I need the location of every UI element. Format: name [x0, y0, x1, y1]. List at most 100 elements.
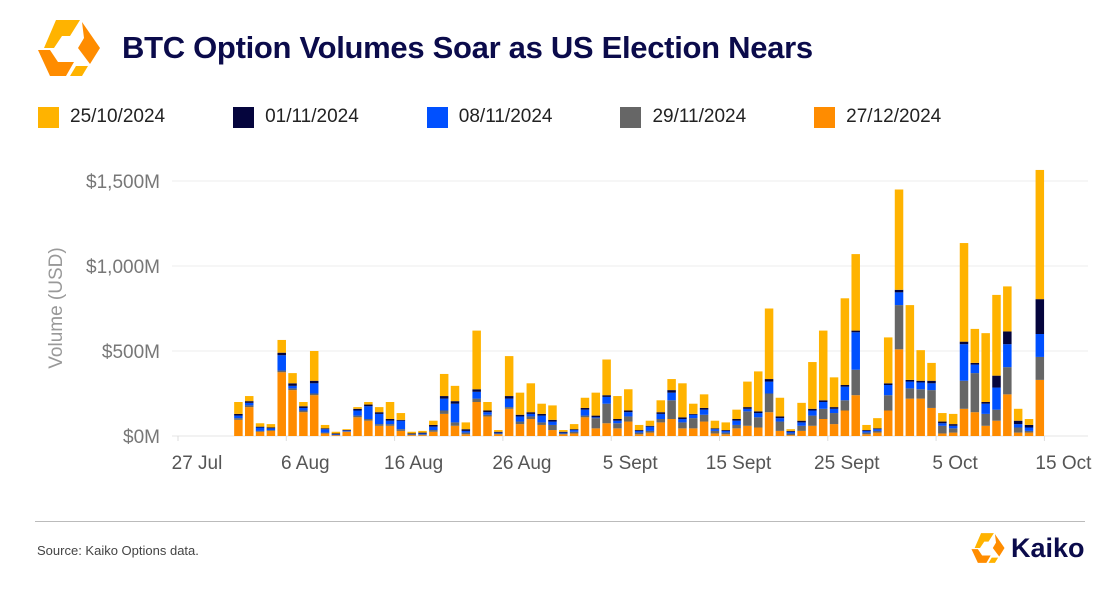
- bar-segment: [808, 415, 817, 426]
- bar-segment: [624, 421, 633, 436]
- bar-segment: [992, 294, 1001, 376]
- bar-segment: [862, 434, 871, 436]
- bar-segment: [244, 407, 254, 436]
- bar-segment: [948, 424, 958, 426]
- bar-segment: [559, 432, 568, 434]
- bar-segment: [732, 419, 741, 421]
- bar-segment: [396, 420, 406, 430]
- bar-segment: [1003, 286, 1012, 332]
- bar-segment: [461, 430, 471, 433]
- bar-segment: [894, 349, 904, 436]
- bar-segment: [721, 434, 730, 436]
- bar-segment: [266, 430, 276, 436]
- bar-segment: [613, 423, 622, 429]
- kaiko-logo-icon: [38, 20, 100, 76]
- bar-segment: [537, 403, 546, 414]
- bar-segment: [829, 377, 839, 408]
- bar-segment: [753, 413, 763, 418]
- bar-segment: [537, 413, 546, 416]
- bar-segment: [342, 430, 351, 431]
- bar-segment: [981, 413, 990, 426]
- bar-segment: [948, 413, 958, 425]
- bar-segment: [927, 383, 936, 391]
- bar-segment: [504, 407, 514, 409]
- bar-segment: [1035, 356, 1045, 380]
- bar-segment: [526, 413, 536, 417]
- bar-segment: [591, 428, 601, 436]
- bar-segment: [689, 403, 698, 414]
- bar-segment: [743, 411, 752, 426]
- bar-segment: [429, 430, 438, 432]
- bar-segment: [797, 402, 806, 421]
- bar-segment: [580, 397, 590, 408]
- bar-segment: [851, 395, 860, 436]
- bar-segment: [689, 418, 698, 429]
- legend-label: 01/11/2024: [265, 106, 359, 127]
- bar-segment: [244, 402, 254, 406]
- bar-segment: [353, 407, 362, 409]
- bar-segment: [483, 410, 492, 413]
- bar-segment: [288, 373, 297, 384]
- bar-segment: [580, 409, 590, 416]
- bar-segment: [255, 423, 265, 427]
- bar-segment: [515, 392, 525, 415]
- bar-segment: [277, 339, 286, 353]
- bar-segment: [472, 398, 481, 402]
- bar-segment: [461, 422, 471, 430]
- bar-segment: [1035, 169, 1045, 300]
- bar-segment: [851, 254, 860, 331]
- bar-segment: [818, 402, 828, 409]
- bar-segment: [602, 395, 611, 397]
- bar-segment: [667, 392, 676, 401]
- bar-segment: [786, 429, 795, 431]
- bar-segment: [743, 408, 752, 412]
- bar-segment: [851, 332, 860, 370]
- bar-segment: [385, 420, 395, 425]
- bar-segment: [894, 305, 904, 350]
- bar-segment: [992, 409, 1001, 421]
- bar-segment: [450, 385, 460, 402]
- bar-segment: [602, 423, 611, 436]
- bar-segment: [624, 410, 633, 413]
- bar-segment: [786, 431, 795, 434]
- bar-segment: [699, 407, 709, 410]
- bar-segment: [309, 383, 319, 394]
- bar-segment: [710, 429, 720, 431]
- source-note: Source: Kaiko Options data.: [37, 543, 199, 558]
- bar-segment: [418, 433, 427, 435]
- bar-segment: [970, 328, 980, 363]
- bar-segment: [255, 427, 265, 431]
- legend-swatch: [233, 106, 255, 128]
- y-tick-label: $0M: [123, 427, 160, 448]
- legend-item: 29/11/2024: [620, 106, 746, 128]
- bar-segment: [613, 420, 622, 424]
- bar-segment: [1003, 394, 1012, 436]
- bar-segment: [894, 289, 904, 293]
- bar-segment: [699, 421, 709, 436]
- bar-segment: [862, 432, 871, 435]
- bar-segment: [753, 411, 763, 414]
- bar-segment: [374, 425, 384, 436]
- bar-segment: [743, 381, 752, 408]
- bar-segment: [331, 434, 341, 436]
- bar-segment: [818, 408, 828, 419]
- bar-segment: [234, 419, 243, 436]
- bar-segment: [537, 424, 546, 436]
- bar-segment: [873, 429, 882, 431]
- x-tick-label: 15 Oct: [1035, 453, 1092, 474]
- bar-segment: [786, 433, 795, 436]
- bar-segment: [959, 344, 969, 381]
- legend-label: 29/11/2024: [652, 106, 747, 127]
- bar-segment: [840, 410, 850, 436]
- bar-segment: [970, 412, 980, 436]
- bar-segment: [992, 375, 1001, 388]
- bar-segment: [439, 373, 449, 397]
- bar-segment: [353, 410, 362, 416]
- bar-segment: [385, 425, 395, 436]
- bar-segment: [938, 413, 947, 422]
- bar-segment: [808, 410, 817, 416]
- bar-segment: [288, 390, 297, 436]
- bar-segment: [591, 417, 601, 419]
- bar-segment: [948, 428, 958, 433]
- bar-segment: [515, 424, 525, 436]
